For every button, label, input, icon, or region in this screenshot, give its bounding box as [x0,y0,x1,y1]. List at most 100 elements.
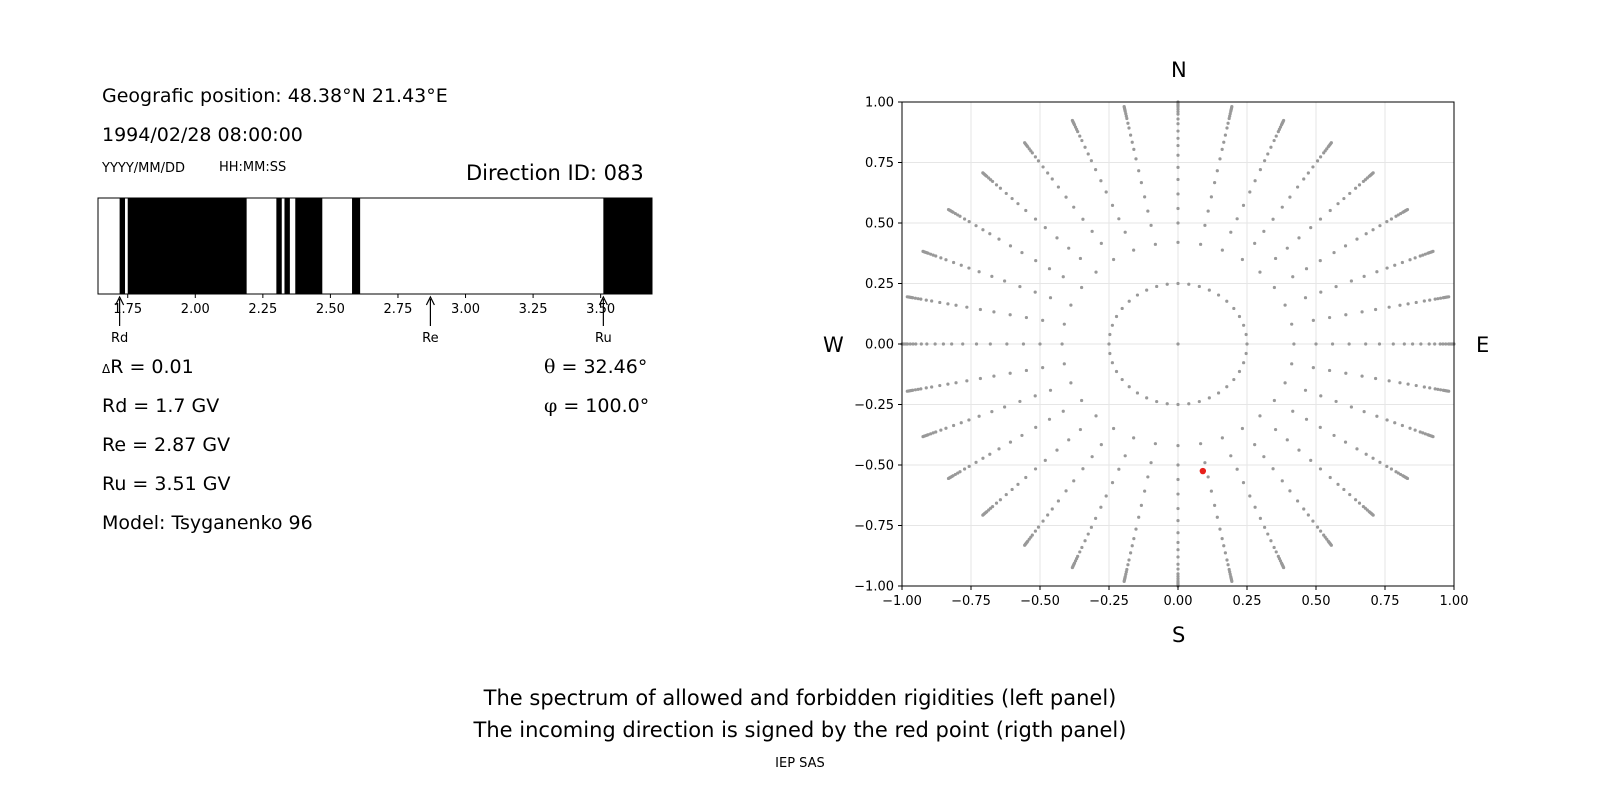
grid-direction-point [1099,443,1103,447]
grid-direction-point [916,297,920,301]
delta-r-value: R = 0.01 [110,356,194,378]
grid-direction-point [1005,342,1009,346]
grid-direction-point [1127,299,1131,303]
grid-direction-point [1230,105,1234,109]
grid-direction-point [1176,153,1180,157]
grid-direction-point [1385,464,1389,468]
grid-direction-point [946,207,951,212]
forbidden-band [295,198,323,294]
grid-direction-point [1041,165,1045,169]
grid-direction-point [1126,121,1130,125]
grid-direction-point [931,431,935,435]
grid-direction-point [1016,482,1020,486]
grid-direction-point [1199,442,1203,446]
grid-direction-point [1422,385,1426,389]
grid-direction-point [938,300,942,305]
grid-direction-point [1047,417,1052,421]
grid-direction-point [1176,506,1180,511]
grid-direction-point [1377,342,1382,346]
grid-direction-point [1431,249,1435,253]
grid-direction-point [1048,296,1053,300]
grid-direction-point [1244,351,1248,356]
grid-direction-point [925,342,929,346]
grid-direction-point [1146,475,1150,479]
grid-direction-point [1176,519,1180,523]
grid-direction-point [1266,532,1270,536]
grid-direction-point [913,388,918,392]
grid-direction-point [1080,398,1084,403]
re-value: Re = 2.87 GV [102,434,231,456]
grid-direction-point [1421,431,1425,435]
grid-direction-point [1033,529,1037,533]
grid-direction-point [913,296,918,300]
grid-direction-point [1176,281,1180,286]
grid-direction-point [1371,171,1375,175]
theta-symbol: θ [544,356,556,378]
direction-id: Direction ID: 083 [466,161,644,185]
date-format-label: YYYY/MM/DD [102,161,185,176]
grid-direction-point [1080,545,1084,550]
map-x-tick-label: −1.00 [882,594,922,609]
grid-direction-point [1008,371,1012,375]
grid-direction-point [954,381,958,385]
grid-direction-point [1213,181,1217,185]
grid-direction-point [1332,250,1336,255]
grid-direction-point [1242,361,1246,365]
grid-direction-point [1111,257,1116,262]
model-label: Model: Tsyganenko 96 [102,512,313,534]
grid-direction-point [1280,479,1284,483]
grid-direction-point [1398,303,1402,307]
north-label: N [1171,58,1187,82]
grid-direction-point [1176,342,1180,346]
grid-direction-point [1288,489,1292,493]
grid-direction-point [1155,284,1159,289]
grid-direction-point [1176,136,1180,140]
grid-direction-point [1229,454,1233,458]
grid-direction-point [1086,532,1090,536]
spectrum-tick-label: 3.50 [586,302,615,317]
west-label: W [823,333,844,357]
grid-direction-point [1398,381,1402,385]
grid-direction-point [941,342,946,346]
grid-direction-point [981,456,985,460]
grid-direction-point [1176,492,1180,496]
forbidden-band [284,198,290,294]
grid-direction-point [1187,402,1191,406]
grid-direction-point [1385,418,1389,422]
grid-direction-point [933,342,937,346]
grid-direction-point [974,224,978,228]
grid-direction-point [1176,555,1180,559]
grid-direction-point [1418,254,1422,258]
grid-direction-point [981,228,985,232]
grid-direction-point [1413,428,1417,432]
grid-direction-point [1360,374,1364,378]
grid-direction-point [1391,342,1395,346]
ru-value: Ru = 3.51 GV [102,473,231,495]
grid-direction-point [1055,236,1059,240]
grid-direction-point [1329,543,1333,547]
grid-direction-point [905,389,909,393]
grid-direction-point [946,302,950,306]
map-x-tick-label: 0.75 [1371,594,1400,609]
grid-direction-point [1364,452,1368,456]
grid-direction-point [1021,342,1026,346]
grid-direction-point [981,171,985,175]
grid-direction-point [1176,463,1180,467]
grid-direction-point [1139,503,1143,507]
grid-direction-point [1438,342,1442,346]
grid-direction-point [1285,246,1289,250]
grid-direction-point [1165,402,1169,406]
incoming-direction-point [1199,467,1207,475]
grid-direction-point [1328,475,1332,480]
grid-direction-point [1413,256,1417,260]
grid-direction-point [1126,563,1130,567]
grid-direction-point [1094,414,1098,418]
grid-direction-point [1129,551,1133,555]
grid-direction-point [978,376,982,381]
grid-direction-point [1090,455,1094,459]
map-y-tick-label: 0.75 [865,156,894,171]
grid-direction-point [967,464,971,468]
grid-direction-point [1253,179,1257,183]
grid-direction-point [1258,168,1262,172]
grid-direction-point [1362,274,1366,278]
